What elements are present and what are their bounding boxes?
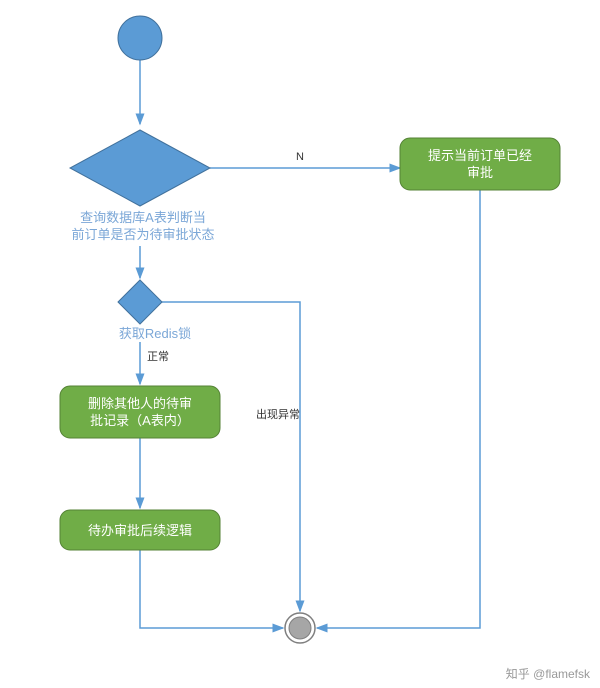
- start-node: [118, 16, 162, 60]
- decision2-node: [118, 280, 162, 324]
- watermark-text: 知乎 @flamefsk: [506, 665, 590, 682]
- followup-to-end: [140, 550, 283, 628]
- d2-to-delete-label: 正常: [147, 350, 169, 363]
- already-node: [400, 138, 560, 190]
- d2-exception-to-end: [162, 302, 300, 611]
- decision1-node: [70, 130, 210, 206]
- already-to-end: [317, 190, 480, 628]
- delete-node: [60, 386, 220, 438]
- followup-node: [60, 510, 220, 550]
- d2-exception-to-end-label: 出现异常: [256, 407, 300, 421]
- end-node-inner: [289, 617, 311, 639]
- flowchart-canvas: N 正常出现异常: [0, 0, 600, 688]
- nodes-group: [60, 16, 560, 643]
- d1-n-already-label: N: [296, 151, 304, 163]
